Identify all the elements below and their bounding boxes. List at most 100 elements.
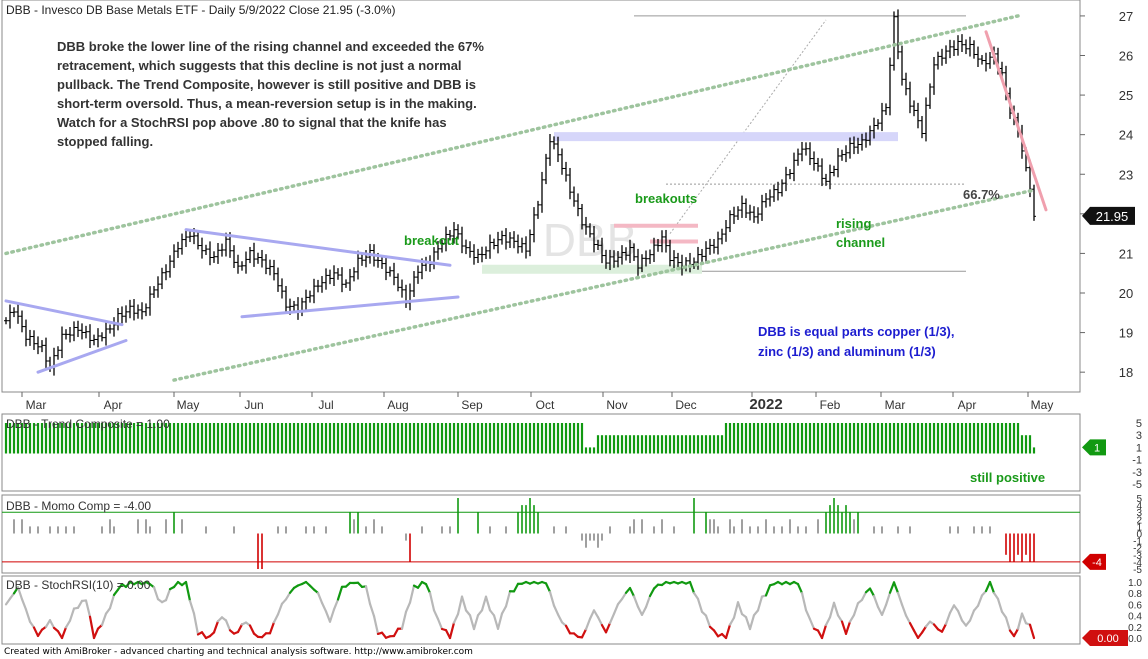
price-bar: [496, 231, 500, 254]
price-bar: [156, 276, 160, 298]
stoch-segment: [116, 583, 124, 591]
last-close-value: 21.95: [1096, 209, 1129, 224]
stoch-tick-label: 0.8: [1128, 589, 1142, 600]
price-bar: [912, 100, 916, 117]
price-bar: [580, 203, 584, 230]
price-bar: [808, 142, 812, 166]
price-bar: [204, 244, 208, 256]
stoch-segment: [236, 623, 244, 634]
price-bar: [572, 186, 576, 207]
stoch-segment: [248, 624, 256, 635]
price-bar: [604, 249, 608, 269]
price-bar: [560, 148, 564, 175]
stoch-segment: [580, 628, 588, 639]
price-bar: [640, 254, 644, 273]
price-bar: [256, 252, 260, 264]
price-bar: [988, 52, 992, 69]
price-bar: [776, 181, 780, 201]
price-bar: [440, 239, 444, 253]
price-bar: [872, 117, 876, 139]
momo-tick-label: -3: [1133, 551, 1142, 562]
price-bar: [884, 103, 888, 116]
price-bar: [284, 285, 288, 313]
price-bar: [804, 142, 808, 156]
price-tick-label: 19: [1119, 326, 1133, 341]
stoch-segment: [584, 617, 592, 631]
momo-tick-label: -1: [1133, 537, 1142, 548]
price-bar: [320, 276, 324, 293]
price-bar: [400, 279, 404, 298]
price-bar: [72, 321, 76, 342]
price-bar: [484, 246, 488, 260]
price-bar: [328, 269, 332, 285]
date-tick-label: Jun: [244, 398, 263, 412]
momo-tick-label: 4: [1136, 501, 1142, 512]
trend-tick-label: 5: [1136, 418, 1142, 430]
price-bar: [852, 136, 856, 155]
price-bar: [184, 229, 188, 248]
stoch-segment: [548, 590, 556, 607]
price-trendlines: [4, 14, 1048, 382]
stoch-segment: [200, 631, 208, 640]
price-bar: [84, 325, 88, 339]
price-bar: [152, 286, 156, 298]
stoch-segment: [868, 587, 876, 598]
price-bar: [980, 55, 984, 65]
trend-tick-label: 3: [1136, 430, 1142, 442]
price-tick-label: 20: [1119, 286, 1133, 301]
stoch-segment: [892, 581, 900, 594]
price-bar: [180, 233, 184, 255]
stoch-segment: [272, 613, 280, 624]
price-bar: [16, 304, 20, 324]
price-bar: [44, 337, 48, 369]
price-bar: [304, 289, 308, 310]
watermark: DBB: [543, 214, 638, 266]
channel-lower-line: [172, 188, 1036, 382]
price-bar: [952, 40, 956, 57]
price-bar: [772, 184, 776, 202]
stoch-segment: [736, 601, 744, 616]
stoch-segment: [688, 580, 696, 595]
trend-tick-label: -1: [1132, 455, 1142, 467]
price-bar: [768, 189, 772, 207]
price-bar: [100, 332, 104, 342]
momo-tick-label: 2: [1136, 515, 1142, 526]
stoch-segment: [828, 601, 836, 619]
date-tick-label: Aug: [387, 398, 408, 412]
price-bar: [196, 231, 200, 250]
price-bar: [148, 286, 152, 316]
stoch-segment: [1012, 627, 1020, 638]
stoch-segment: [608, 612, 616, 625]
stoch-segment: [372, 614, 380, 635]
stoch-segment: [836, 614, 844, 623]
price-bar: [168, 255, 172, 278]
stoch-segment: [400, 610, 408, 630]
price-bar: [384, 255, 388, 281]
price-bar: [124, 305, 128, 323]
price-tick-label: 24: [1119, 128, 1133, 143]
stoch-segment: [944, 611, 952, 625]
price-bar: [448, 229, 452, 241]
stoch-segment: [644, 594, 652, 609]
price-panel-frame: [1, 0, 1081, 393]
price-bar: [576, 193, 580, 217]
price-bar: [556, 136, 560, 163]
price-bar: [92, 334, 96, 346]
price-bar: [940, 48, 944, 66]
momo-value: -4: [1092, 557, 1102, 569]
price-bar: [480, 246, 484, 263]
stoch-segment: [100, 612, 108, 627]
price-bar: [700, 248, 704, 263]
date-tick-label: Nov: [606, 398, 627, 412]
price-bar: [344, 279, 348, 288]
price-bar: [536, 200, 540, 219]
date-tick-label: Apr: [104, 398, 123, 412]
stoch-segment: [212, 620, 220, 634]
stoch-segment: [820, 623, 828, 640]
stoch-segment: [712, 629, 720, 638]
price-bar: [692, 257, 696, 270]
date-tick-label: Sep: [461, 398, 483, 412]
date-tick-label: Oct: [536, 398, 555, 412]
price-bar: [1032, 184, 1036, 221]
